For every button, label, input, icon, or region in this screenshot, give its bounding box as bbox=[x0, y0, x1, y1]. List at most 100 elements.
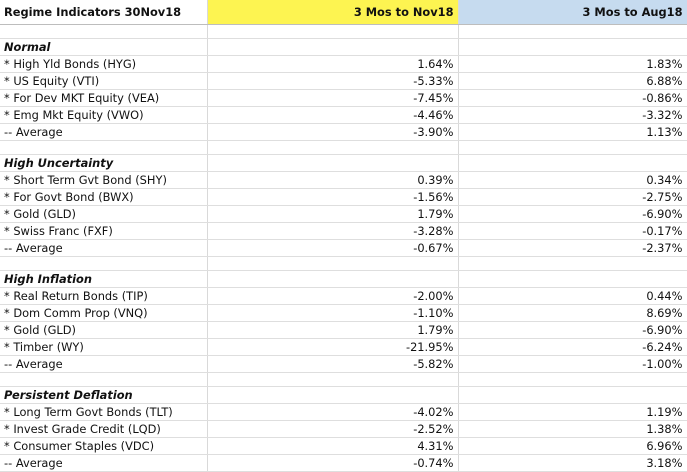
aug18-value-cell[interactable]: 8.69% bbox=[458, 304, 687, 322]
aug18-value-cell[interactable]: -0.17% bbox=[458, 222, 687, 240]
section-header-row: High Uncertainty bbox=[0, 154, 687, 172]
empty-cell[interactable] bbox=[207, 386, 459, 404]
aug18-value-cell[interactable]: 1.19% bbox=[458, 403, 687, 421]
nov18-value-cell[interactable]: -1.10% bbox=[207, 304, 459, 322]
empty-cell[interactable] bbox=[207, 154, 459, 172]
column-header-nov18[interactable]: 3 Mos to Nov18 bbox=[207, 0, 459, 25]
nov18-value-cell[interactable]: -5.33% bbox=[207, 72, 459, 90]
empty-cell[interactable] bbox=[207, 256, 459, 271]
table-row: * Invest Grade Credit (LQD) -2.52% 1.38% bbox=[0, 420, 687, 438]
asset-label-cell[interactable]: * Dom Comm Prop (VNQ) bbox=[0, 304, 208, 322]
average-row: -- Average -0.67% -2.37% bbox=[0, 239, 687, 257]
asset-label-cell[interactable]: * Gold (GLD) bbox=[0, 205, 208, 223]
nov18-value-cell[interactable]: -2.00% bbox=[207, 287, 459, 305]
empty-cell[interactable] bbox=[207, 24, 459, 39]
empty-cell[interactable] bbox=[0, 256, 208, 271]
nov18-value-cell[interactable]: 1.64% bbox=[207, 55, 459, 73]
table-row: * US Equity (VTI) -5.33% 6.88% bbox=[0, 72, 687, 90]
asset-label-cell[interactable]: * Invest Grade Credit (LQD) bbox=[0, 420, 208, 438]
empty-cell[interactable] bbox=[458, 24, 687, 39]
empty-cell[interactable] bbox=[0, 372, 208, 387]
nov18-value-cell[interactable]: -4.02% bbox=[207, 403, 459, 421]
blank-row bbox=[0, 256, 687, 271]
average-label-cell[interactable]: -- Average bbox=[0, 454, 208, 472]
empty-cell[interactable] bbox=[207, 140, 459, 155]
average-label-cell[interactable]: -- Average bbox=[0, 239, 208, 257]
empty-cell[interactable] bbox=[458, 372, 687, 387]
nov18-value-cell[interactable]: 0.39% bbox=[207, 171, 459, 189]
empty-cell[interactable] bbox=[0, 24, 208, 39]
empty-cell[interactable] bbox=[458, 386, 687, 404]
empty-cell[interactable] bbox=[207, 372, 459, 387]
asset-label-cell[interactable]: * Emg Mkt Equity (VWO) bbox=[0, 106, 208, 124]
aug18-average-cell[interactable]: -1.00% bbox=[458, 355, 687, 373]
section-title[interactable]: Normal bbox=[0, 38, 208, 56]
aug18-value-cell[interactable]: -3.32% bbox=[458, 106, 687, 124]
empty-cell[interactable] bbox=[458, 256, 687, 271]
aug18-value-cell[interactable]: -0.86% bbox=[458, 89, 687, 107]
nov18-value-cell[interactable]: -3.28% bbox=[207, 222, 459, 240]
asset-label-cell[interactable]: * For Govt Bond (BWX) bbox=[0, 188, 208, 206]
empty-cell[interactable] bbox=[0, 140, 208, 155]
section-title[interactable]: Persistent Deflation bbox=[0, 386, 208, 404]
aug18-value-cell[interactable]: 6.88% bbox=[458, 72, 687, 90]
section-title[interactable]: High Inflation bbox=[0, 270, 208, 288]
column-header-aug18[interactable]: 3 Mos to Aug18 bbox=[458, 0, 687, 25]
section-header-row: Normal bbox=[0, 38, 687, 56]
blank-row bbox=[0, 140, 687, 155]
nov18-value-cell[interactable]: -7.45% bbox=[207, 89, 459, 107]
empty-cell[interactable] bbox=[458, 140, 687, 155]
aug18-average-cell[interactable]: -2.37% bbox=[458, 239, 687, 257]
asset-label-cell[interactable]: * Short Term Gvt Bond (SHY) bbox=[0, 171, 208, 189]
aug18-value-cell[interactable]: 0.44% bbox=[458, 287, 687, 305]
asset-label-cell[interactable]: * Gold (GLD) bbox=[0, 321, 208, 339]
asset-label-cell[interactable]: * Timber (WY) bbox=[0, 338, 208, 356]
aug18-value-cell[interactable]: -2.75% bbox=[458, 188, 687, 206]
section-header-row: Persistent Deflation bbox=[0, 386, 687, 404]
table-row: * Long Term Govt Bonds (TLT) -4.02% 1.19% bbox=[0, 403, 687, 421]
asset-label-cell[interactable]: * Consumer Staples (VDC) bbox=[0, 437, 208, 455]
nov18-average-cell[interactable]: -0.74% bbox=[207, 454, 459, 472]
average-label-cell[interactable]: -- Average bbox=[0, 355, 208, 373]
section-title[interactable]: High Uncertainty bbox=[0, 154, 208, 172]
nov18-average-cell[interactable]: -0.67% bbox=[207, 239, 459, 257]
aug18-average-cell[interactable]: 1.13% bbox=[458, 123, 687, 141]
section-header-row: High Inflation bbox=[0, 270, 687, 288]
aug18-average-cell[interactable]: 3.18% bbox=[458, 454, 687, 472]
empty-cell[interactable] bbox=[458, 270, 687, 288]
empty-cell[interactable] bbox=[207, 38, 459, 56]
aug18-value-cell[interactable]: -6.90% bbox=[458, 321, 687, 339]
nov18-average-cell[interactable]: -5.82% bbox=[207, 355, 459, 373]
empty-cell[interactable] bbox=[458, 154, 687, 172]
empty-cell[interactable] bbox=[458, 38, 687, 56]
average-label-cell[interactable]: -- Average bbox=[0, 123, 208, 141]
asset-label-cell[interactable]: * For Dev MKT Equity (VEA) bbox=[0, 89, 208, 107]
asset-label-cell[interactable]: * Real Return Bonds (TIP) bbox=[0, 287, 208, 305]
nov18-average-cell[interactable]: -3.90% bbox=[207, 123, 459, 141]
asset-label-cell[interactable]: * US Equity (VTI) bbox=[0, 72, 208, 90]
nov18-value-cell[interactable]: -4.46% bbox=[207, 106, 459, 124]
nov18-value-cell[interactable]: 1.79% bbox=[207, 321, 459, 339]
table-row: * Gold (GLD) 1.79% -6.90% bbox=[0, 321, 687, 339]
table-row: * High Yld Bonds (HYG) 1.64% 1.83% bbox=[0, 55, 687, 73]
table-row: * For Govt Bond (BWX) -1.56% -2.75% bbox=[0, 188, 687, 206]
table-title-cell[interactable]: Regime Indicators 30Nov18 bbox=[0, 0, 208, 25]
asset-label-cell[interactable]: * Long Term Govt Bonds (TLT) bbox=[0, 403, 208, 421]
nov18-value-cell[interactable]: -2.52% bbox=[207, 420, 459, 438]
aug18-value-cell[interactable]: 0.34% bbox=[458, 171, 687, 189]
nov18-value-cell[interactable]: 1.79% bbox=[207, 205, 459, 223]
aug18-value-cell[interactable]: 1.38% bbox=[458, 420, 687, 438]
average-row: -- Average -0.74% 3.18% bbox=[0, 454, 687, 472]
empty-cell[interactable] bbox=[207, 270, 459, 288]
nov18-value-cell[interactable]: 4.31% bbox=[207, 437, 459, 455]
aug18-value-cell[interactable]: -6.24% bbox=[458, 338, 687, 356]
aug18-value-cell[interactable]: 6.96% bbox=[458, 437, 687, 455]
nov18-value-cell[interactable]: -1.56% bbox=[207, 188, 459, 206]
aug18-value-cell[interactable]: -6.90% bbox=[458, 205, 687, 223]
asset-label-cell[interactable]: * Swiss Franc (FXF) bbox=[0, 222, 208, 240]
nov18-value-cell[interactable]: -21.95% bbox=[207, 338, 459, 356]
aug18-value-cell[interactable]: 1.83% bbox=[458, 55, 687, 73]
blank-row bbox=[0, 24, 687, 39]
asset-label-cell[interactable]: * High Yld Bonds (HYG) bbox=[0, 55, 208, 73]
